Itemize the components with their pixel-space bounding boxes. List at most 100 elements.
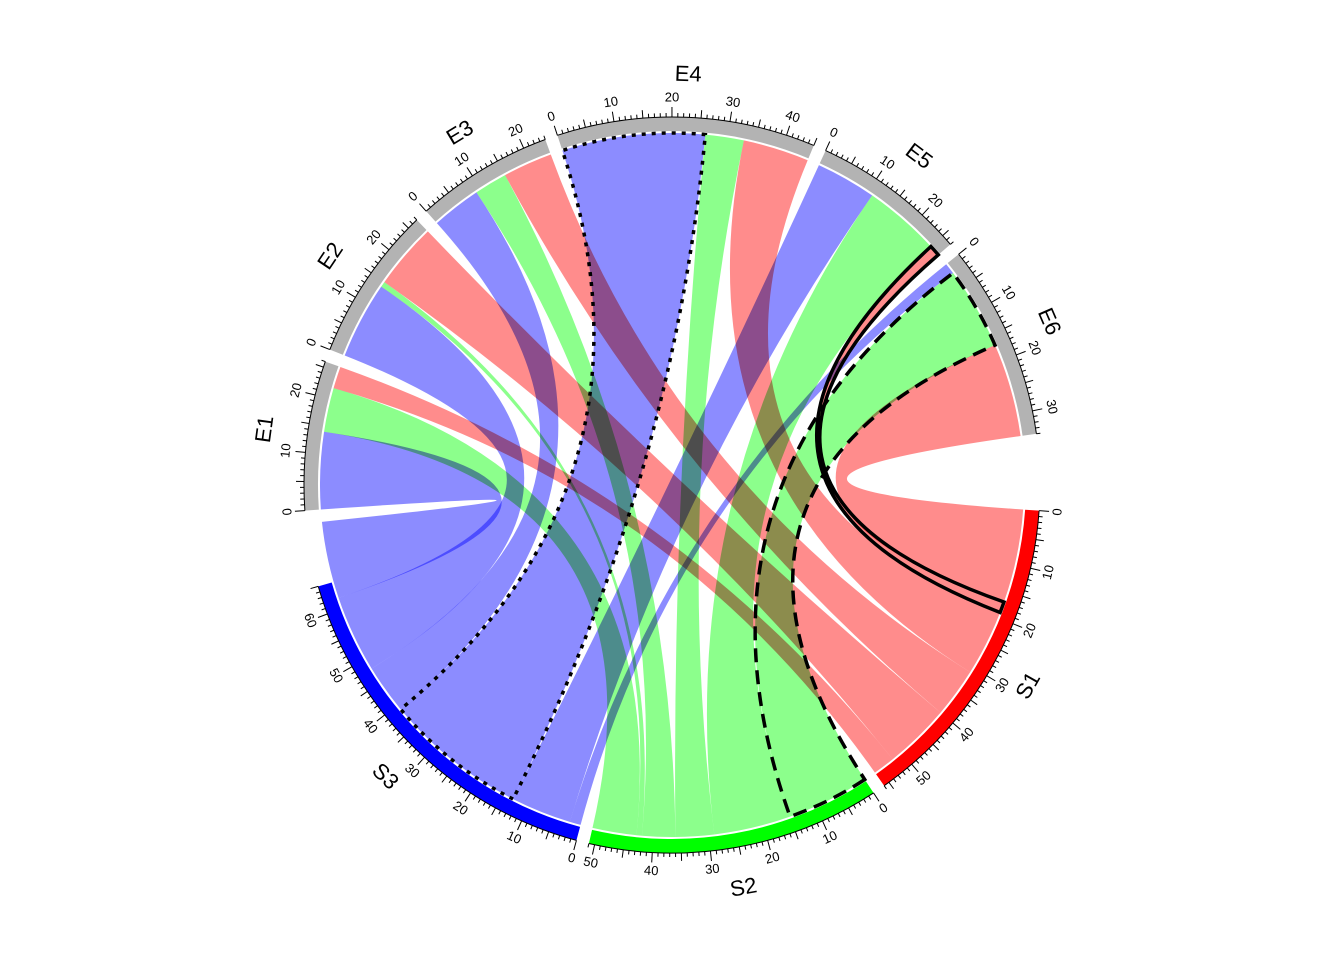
tick-label-e6: 20	[1025, 338, 1044, 357]
tick-mark	[371, 701, 374, 703]
tick-mark	[959, 248, 967, 254]
tick-mark	[1011, 629, 1015, 631]
tick-label-e6: 0	[966, 234, 982, 249]
tick-mark	[956, 718, 959, 721]
tick-mark	[390, 243, 393, 246]
tick-mark	[982, 285, 985, 287]
tick-mark	[579, 125, 580, 129]
tick-mark	[331, 337, 335, 339]
tick-mark	[520, 139, 524, 148]
tick-mark	[1021, 602, 1025, 603]
tick-mark	[979, 280, 982, 282]
tick-label-s2: 10	[820, 827, 839, 847]
tick-mark	[997, 311, 1001, 313]
tick-mark	[736, 119, 737, 123]
tick-mark	[440, 772, 442, 775]
tick-mark	[305, 393, 315, 395]
tick-mark	[993, 666, 996, 668]
tick-mark	[867, 169, 869, 172]
tick-mark	[1030, 568, 1040, 570]
tick-mark	[730, 112, 732, 122]
tick-mark	[1006, 640, 1010, 642]
tick-label-s1: 10	[1039, 564, 1057, 581]
tick-mark	[374, 706, 377, 708]
tick-mark	[900, 190, 905, 196]
tick-mark	[398, 234, 401, 237]
tick-mark	[1008, 634, 1012, 636]
tick-label-e2: 10	[328, 277, 348, 297]
tick-mark	[792, 133, 793, 137]
tick-mark	[977, 690, 980, 692]
tick-mark	[402, 230, 405, 233]
tick-mark	[960, 714, 963, 716]
tick-mark	[381, 243, 389, 249]
tick-label-e4: 10	[602, 93, 619, 110]
tick-mark	[886, 182, 888, 185]
tick-mark	[1031, 404, 1035, 405]
tick-mark	[473, 796, 475, 799]
tick-mark	[916, 760, 919, 763]
tick-mark	[506, 152, 508, 156]
tick-mark	[891, 186, 893, 189]
tick-mark	[617, 849, 618, 853]
sector-label-e2: E2	[312, 238, 348, 274]
tick-mark	[538, 138, 539, 142]
tick-label-e1: 0	[279, 508, 294, 516]
tick-mark	[920, 756, 923, 759]
tick-mark	[734, 848, 735, 852]
tick-mark	[1000, 316, 1004, 318]
tick-mark	[346, 662, 350, 664]
tick-mark	[941, 736, 944, 739]
tick-mark	[912, 764, 919, 772]
tick-mark	[652, 852, 653, 862]
tick-mark	[531, 825, 533, 829]
tick-mark	[966, 261, 969, 263]
tick-mark	[779, 837, 780, 841]
tick-mark	[465, 176, 467, 179]
tick-mark	[895, 189, 897, 192]
tick-mark	[971, 700, 977, 705]
tick-mark	[939, 229, 942, 232]
tick-label-e3: 10	[451, 149, 471, 169]
tick-mark	[918, 208, 921, 211]
tick-label-e5: 10	[877, 152, 897, 173]
tick-mark	[320, 603, 324, 604]
tick-mark	[747, 121, 748, 125]
tick-mark	[316, 592, 320, 593]
tick-mark	[417, 753, 420, 756]
tick-mark	[564, 837, 565, 841]
tick-mark	[985, 290, 988, 292]
tick-mark	[967, 705, 970, 707]
tick-mark	[1016, 351, 1025, 355]
tick-mark	[397, 733, 400, 736]
tick-mark	[303, 434, 307, 435]
tick-mark	[898, 775, 900, 778]
tick-mark	[309, 406, 313, 407]
tick-mark	[843, 811, 845, 815]
tick-mark	[584, 120, 586, 128]
tick-mark	[1034, 416, 1038, 417]
tick-mark	[460, 179, 462, 182]
tick-mark	[862, 166, 864, 169]
tick-mark	[929, 748, 932, 751]
tick-mark	[784, 835, 785, 839]
tick-mark	[1017, 613, 1021, 614]
tick-mark	[1032, 563, 1036, 564]
tick-mark	[826, 142, 830, 151]
tick-mark	[976, 273, 983, 278]
tick-mark	[828, 818, 830, 822]
tick-mark	[768, 840, 771, 850]
tick-mark	[504, 813, 506, 817]
tick-mark	[515, 818, 517, 822]
tick-mark	[642, 110, 643, 118]
tick-mark	[1036, 540, 1044, 541]
tick-mark	[798, 135, 799, 139]
tick-mark	[398, 737, 404, 742]
tick-mark	[728, 849, 729, 853]
tick-mark	[536, 828, 537, 832]
tick-mark	[358, 682, 361, 684]
tick-label-s2: 0	[876, 800, 890, 817]
tick-mark	[1036, 433, 1040, 434]
tick-mark	[554, 126, 557, 136]
tick-mark	[943, 230, 949, 235]
